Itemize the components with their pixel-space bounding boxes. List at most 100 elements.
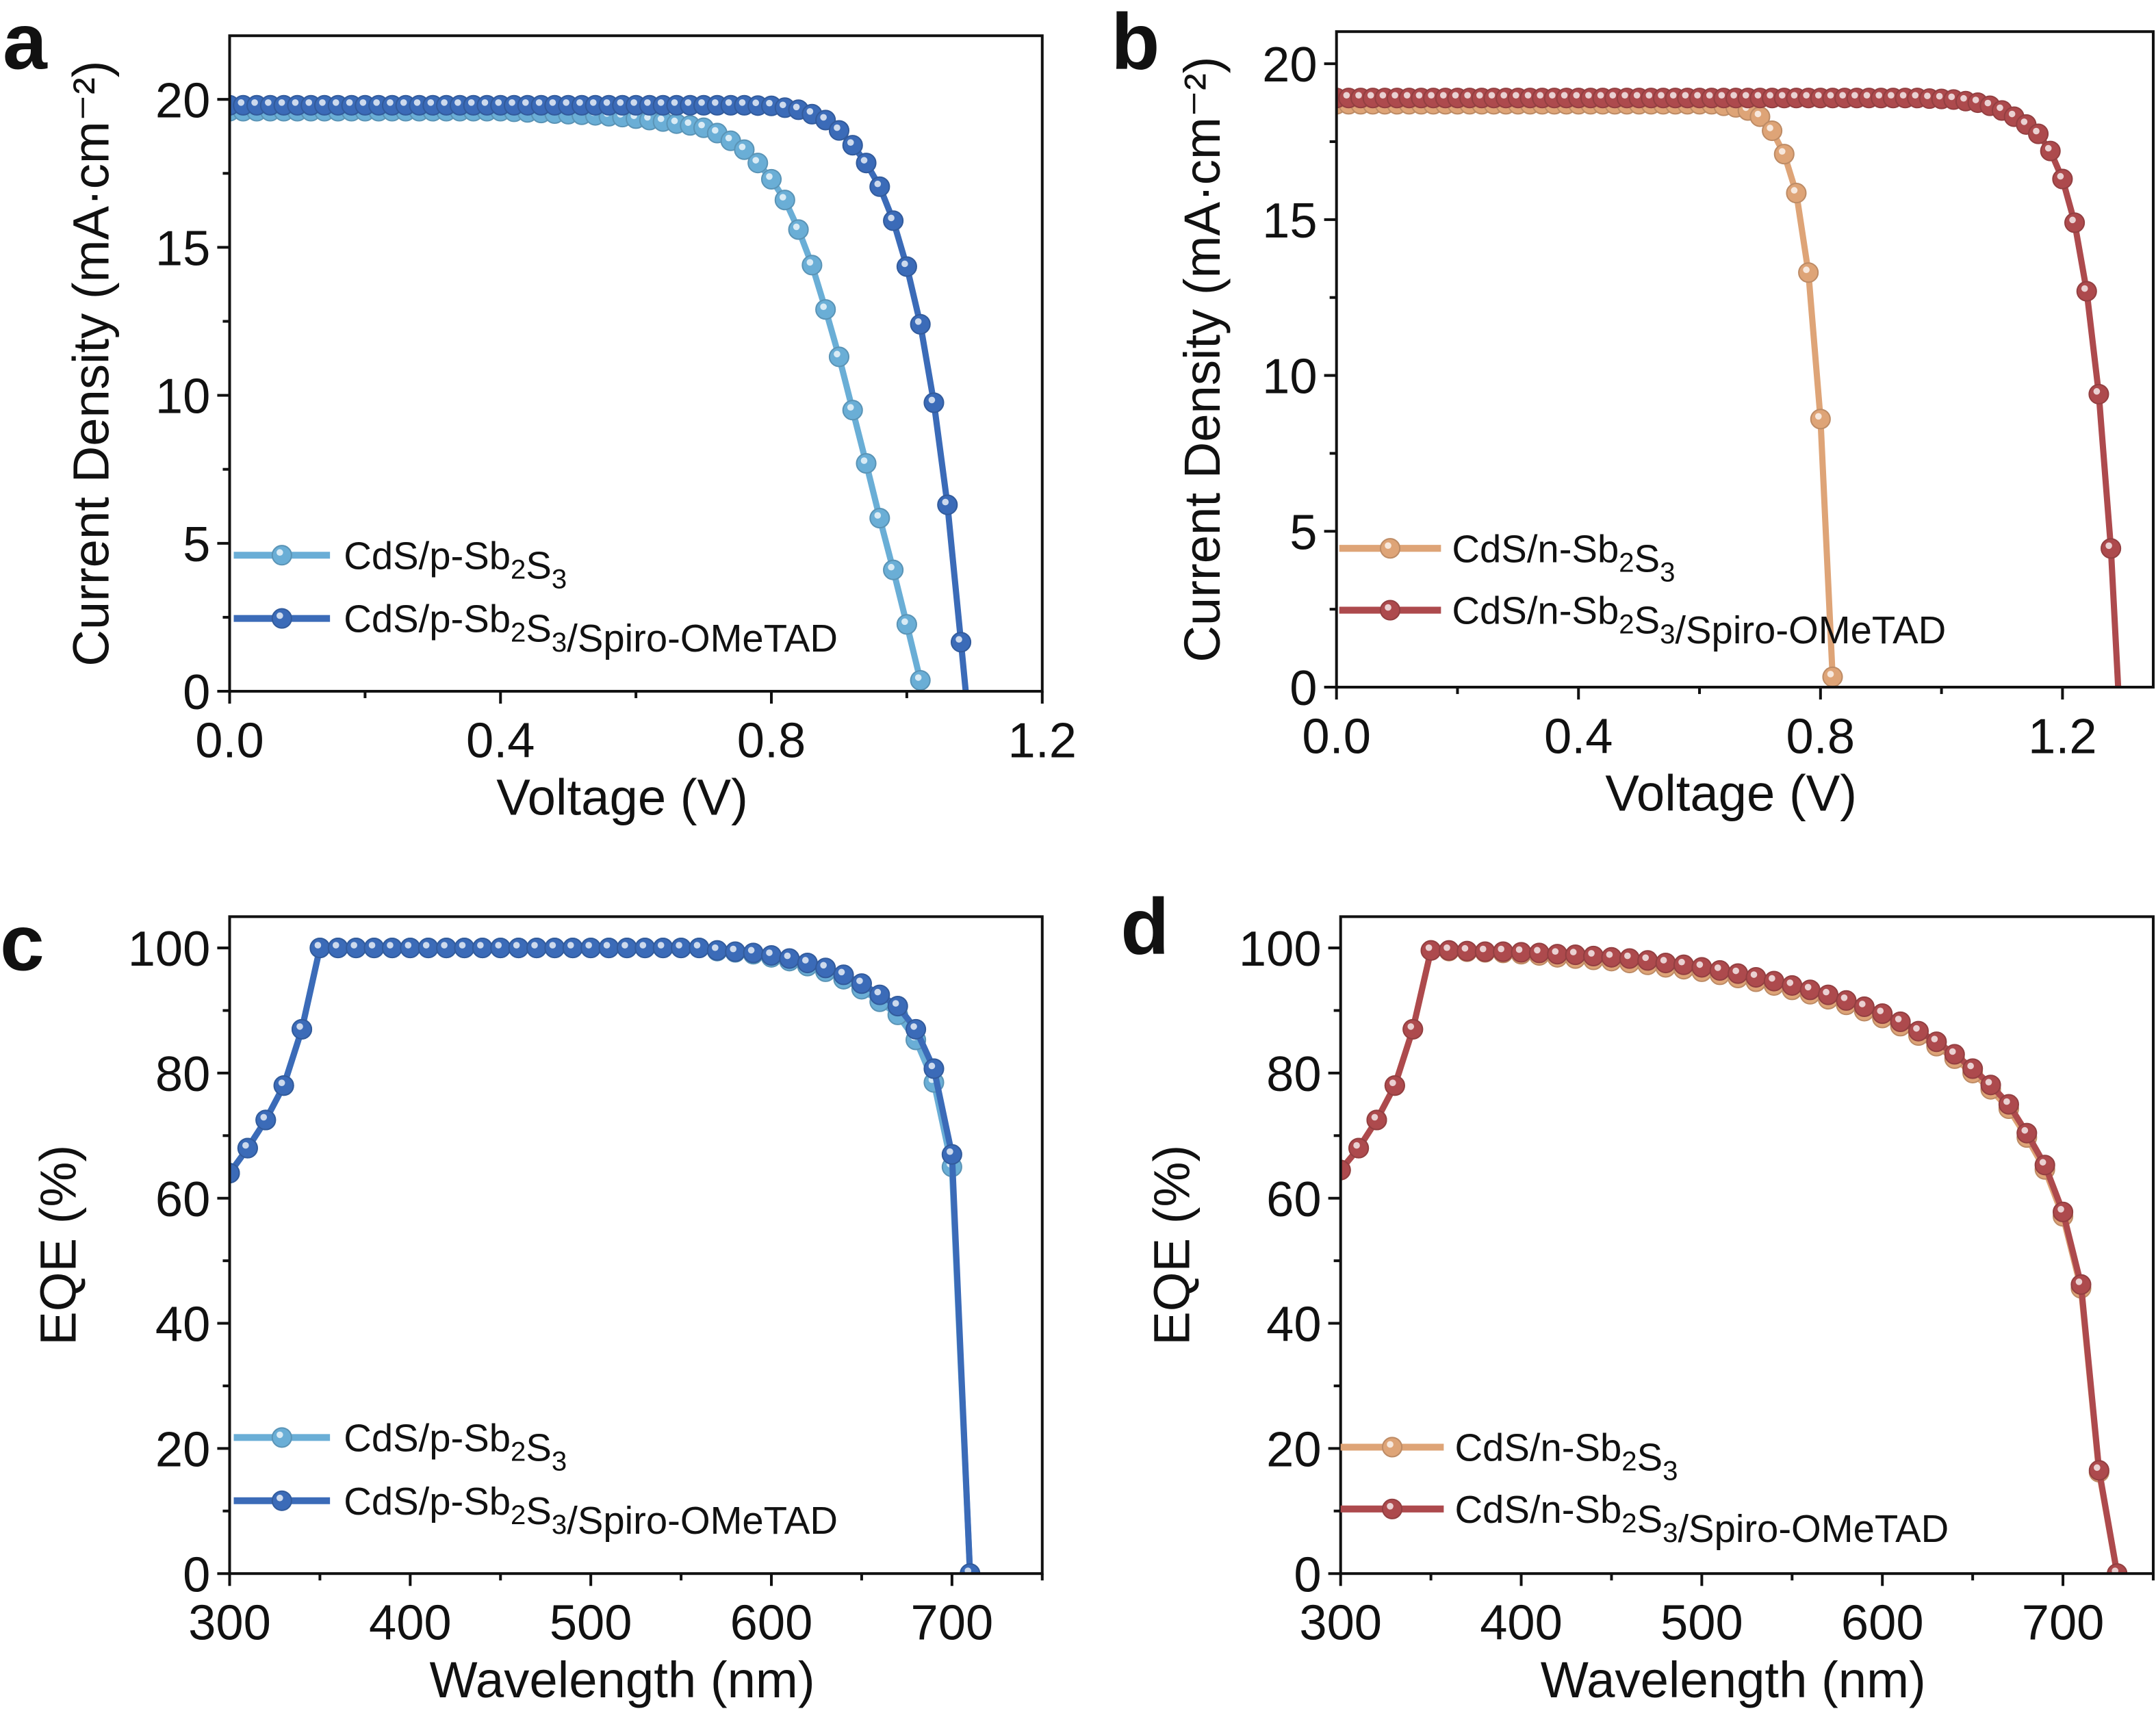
marker-body bbox=[851, 973, 872, 994]
marker-highlight bbox=[1658, 92, 1665, 99]
marker-highlight bbox=[1769, 975, 1775, 982]
y-tick-label: 10 bbox=[155, 370, 210, 424]
marker-highlight bbox=[784, 952, 791, 960]
marker-highlight bbox=[888, 214, 895, 222]
marker-highlight bbox=[567, 942, 574, 949]
data-point bbox=[1944, 1044, 1965, 1065]
data-point bbox=[1493, 941, 1514, 962]
marker-highlight bbox=[1839, 92, 1846, 99]
marker-highlight bbox=[834, 124, 840, 131]
marker-body bbox=[815, 110, 836, 131]
data-point bbox=[1745, 966, 1767, 988]
marker-body bbox=[856, 153, 877, 174]
series-reference bbox=[1340, 940, 2128, 1574]
marker-highlight bbox=[585, 942, 592, 949]
data-point bbox=[1762, 120, 1783, 142]
marker-body bbox=[454, 938, 475, 959]
marker-body bbox=[1348, 1137, 1370, 1159]
marker-body bbox=[1908, 1020, 1929, 1042]
marker-highlight bbox=[1513, 92, 1519, 99]
marker-highlight bbox=[1696, 961, 1704, 968]
data-point bbox=[1673, 954, 1695, 975]
marker-body bbox=[2070, 1274, 2092, 1295]
data-point bbox=[454, 938, 475, 959]
marker-body bbox=[797, 952, 818, 974]
marker-highlight bbox=[1353, 1142, 1360, 1149]
marker-highlight bbox=[2021, 1127, 2029, 1134]
marker-body bbox=[1438, 940, 1460, 961]
data-point bbox=[1962, 1058, 1984, 1079]
data-point bbox=[562, 938, 583, 959]
marker-body bbox=[2088, 1460, 2109, 1481]
marker-highlight bbox=[314, 942, 322, 949]
data-point bbox=[950, 632, 972, 653]
marker-highlight bbox=[820, 962, 827, 969]
marker-body bbox=[1381, 1498, 1403, 1519]
marker-body bbox=[1381, 1437, 1403, 1458]
legend-label: CdS/n-Sb2S3 bbox=[1454, 1426, 1678, 1487]
data-point bbox=[1810, 409, 1831, 430]
marker-body bbox=[2052, 168, 2073, 190]
marker-highlight bbox=[1391, 92, 1398, 99]
y-tick-label: 0 bbox=[1289, 661, 1317, 716]
marker-highlight bbox=[238, 99, 245, 106]
data-point bbox=[327, 938, 348, 959]
marker-body bbox=[883, 559, 904, 580]
marker-body bbox=[1798, 262, 1819, 283]
marker-highlight bbox=[531, 942, 538, 949]
series-spiro bbox=[229, 94, 972, 692]
marker-highlight bbox=[1585, 92, 1592, 99]
marker-highlight bbox=[657, 99, 665, 106]
marker-body bbox=[508, 938, 529, 959]
marker-body bbox=[1818, 984, 1839, 1005]
data-point bbox=[941, 1144, 962, 1165]
y-tick-label: 5 bbox=[183, 517, 210, 572]
marker-highlight bbox=[332, 942, 339, 949]
marker-highlight bbox=[373, 99, 380, 106]
legend-marker bbox=[271, 1490, 292, 1511]
data-point bbox=[291, 1018, 313, 1040]
marker-body bbox=[634, 938, 656, 959]
y-tick-label: 15 bbox=[155, 222, 210, 276]
data-point bbox=[255, 1109, 277, 1131]
marker-highlight bbox=[1985, 1079, 1992, 1086]
marker-highlight bbox=[1642, 954, 1650, 962]
marker-highlight bbox=[1498, 945, 1504, 953]
data-point bbox=[2040, 140, 2061, 162]
marker-body bbox=[2052, 1201, 2074, 1222]
data-point bbox=[828, 346, 850, 368]
marker-body bbox=[562, 938, 583, 959]
data-point bbox=[1637, 950, 1658, 971]
marker-body bbox=[1782, 975, 1803, 996]
marker-body bbox=[1786, 183, 1807, 204]
marker-highlight bbox=[276, 1494, 283, 1502]
data-point bbox=[2016, 1122, 2038, 1144]
data-point bbox=[801, 255, 823, 276]
marker-highlight bbox=[730, 945, 737, 953]
data-point bbox=[580, 938, 602, 959]
data-point bbox=[851, 973, 872, 994]
marker-highlight bbox=[2020, 118, 2028, 125]
marker-highlight bbox=[1597, 92, 1604, 99]
y-axis-title: EQE (%) bbox=[1144, 1145, 1201, 1346]
marker-body bbox=[734, 139, 755, 160]
data-point bbox=[960, 1563, 981, 1574]
marker-highlight bbox=[644, 99, 651, 106]
marker-highlight bbox=[1791, 187, 1798, 194]
marker-highlight bbox=[856, 977, 863, 984]
marker-highlight bbox=[292, 99, 299, 106]
marker-highlight bbox=[2112, 1567, 2119, 1574]
data-point bbox=[381, 938, 403, 959]
marker-highlight bbox=[1949, 1048, 1956, 1055]
marker-body bbox=[833, 964, 854, 986]
x-tick-label: 400 bbox=[1480, 1596, 1563, 1651]
marker-body bbox=[1379, 538, 1401, 559]
marker-highlight bbox=[739, 143, 746, 151]
marker-body bbox=[2034, 1155, 2055, 1176]
marker-highlight bbox=[1678, 958, 1685, 966]
data-point bbox=[526, 938, 548, 959]
marker-highlight bbox=[1827, 671, 1834, 678]
marker-highlight bbox=[874, 512, 882, 519]
marker-body bbox=[887, 996, 908, 1017]
